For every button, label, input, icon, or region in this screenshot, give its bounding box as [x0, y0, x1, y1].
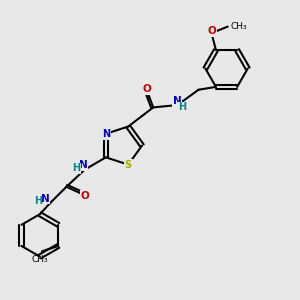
Text: N: N [102, 129, 110, 139]
Text: N: N [173, 96, 182, 106]
Text: O: O [80, 190, 89, 201]
Text: N: N [79, 160, 88, 170]
Text: CH₃: CH₃ [32, 255, 48, 264]
Text: H: H [34, 196, 42, 206]
Text: O: O [142, 84, 151, 94]
Text: H: H [72, 163, 80, 173]
Text: N: N [40, 194, 49, 204]
Text: O: O [207, 26, 216, 36]
Text: CH₃: CH₃ [230, 22, 247, 31]
Text: H: H [178, 102, 187, 112]
Text: S: S [125, 160, 132, 170]
